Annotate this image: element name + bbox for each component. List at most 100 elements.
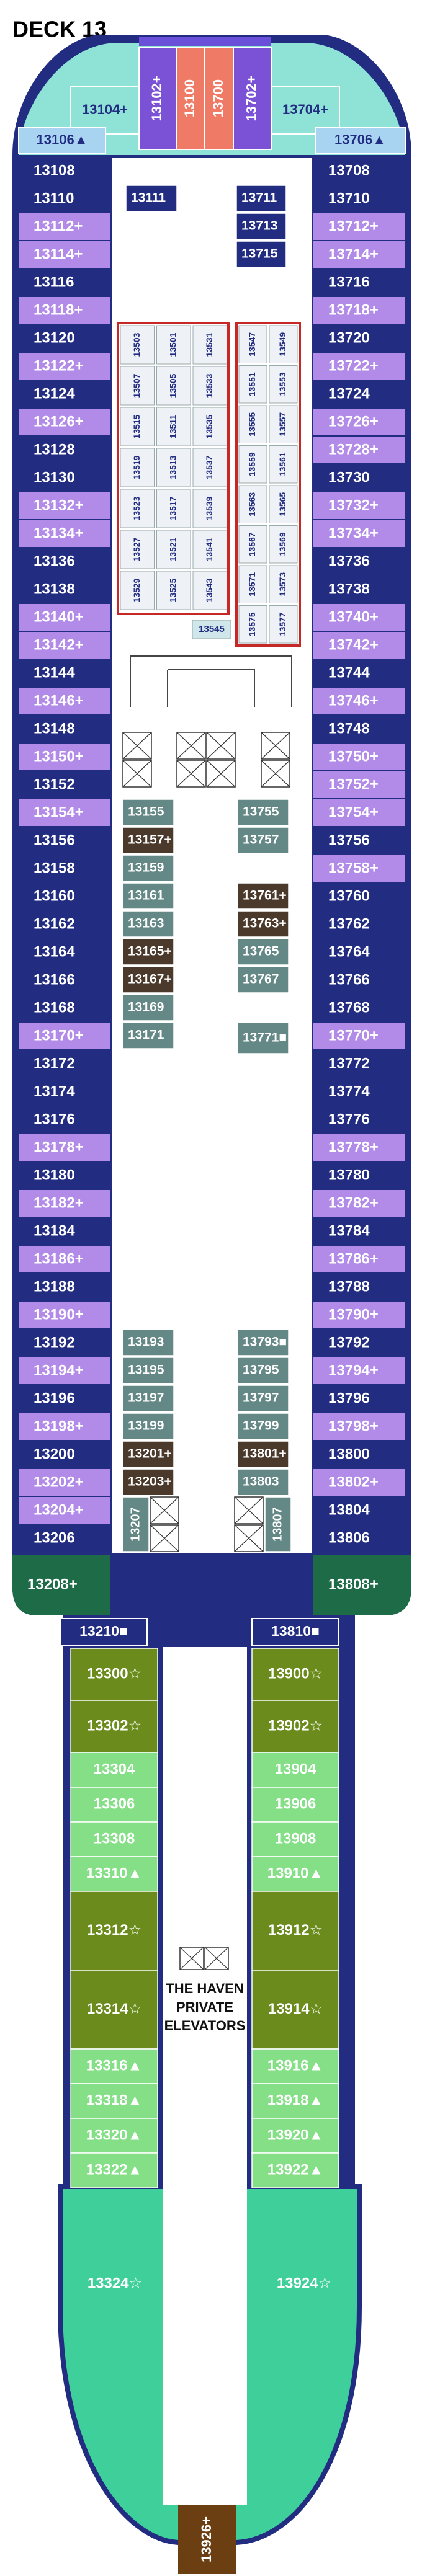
cabin-number: 13782+ bbox=[328, 1194, 379, 1211]
cabin-number: 13774 bbox=[328, 1083, 370, 1099]
cabin-number: 13160 bbox=[34, 887, 75, 904]
cabin bbox=[70, 1648, 158, 1701]
cabin-number: 13208+ bbox=[27, 1576, 78, 1592]
cabin bbox=[313, 381, 405, 407]
cabin-number: 13807 bbox=[271, 1507, 284, 1542]
cabin-number: 13728+ bbox=[328, 441, 379, 458]
cabin bbox=[237, 910, 289, 938]
cabin-number: 13573 bbox=[277, 572, 287, 597]
cabin bbox=[313, 1302, 405, 1328]
cabin-number: 13148 bbox=[34, 720, 75, 737]
cabin bbox=[19, 492, 110, 519]
cabin-number: 13732+ bbox=[328, 497, 379, 513]
haven-corridor bbox=[163, 1647, 247, 2505]
cabin bbox=[313, 744, 405, 770]
cabin-number: 13734+ bbox=[328, 525, 379, 541]
cabin-number: 13511 bbox=[168, 415, 177, 438]
cabin-number: 13159 bbox=[128, 861, 164, 875]
cabin bbox=[313, 660, 405, 686]
cabin-number: 13567 bbox=[247, 532, 257, 556]
bow-cabin bbox=[138, 47, 177, 150]
cabin-number: 13306 bbox=[94, 1795, 135, 1812]
small-cabin bbox=[156, 530, 191, 569]
cabin-number: 13746+ bbox=[328, 692, 379, 709]
cabin bbox=[313, 1555, 411, 1615]
small-cabin bbox=[120, 407, 155, 446]
cabin-number: 13730 bbox=[328, 469, 370, 486]
cabin-number: 13196 bbox=[34, 1390, 75, 1406]
cabin-number: 13764 bbox=[328, 943, 370, 960]
cabin-number: 13190+ bbox=[34, 1306, 84, 1323]
cabin bbox=[313, 1023, 405, 1049]
cabin-number: 13155 bbox=[128, 805, 164, 819]
small-cabin bbox=[192, 489, 227, 528]
cabin bbox=[70, 1752, 158, 1788]
cabin bbox=[313, 185, 405, 212]
cabin-number: 13531 bbox=[204, 332, 214, 357]
cabin-number: 13505 bbox=[168, 373, 177, 398]
cabin-number: 13158 bbox=[34, 859, 75, 876]
cabin bbox=[237, 1441, 289, 1468]
cabin-number: 13186+ bbox=[34, 1250, 84, 1267]
cabin-number: 13715 bbox=[241, 247, 278, 261]
cabin-number: 13912☆ bbox=[268, 1922, 323, 1939]
cabin-number: 13772 bbox=[328, 1055, 370, 1072]
cabin-number: 13718+ bbox=[328, 301, 379, 318]
cabin-number: 13200 bbox=[34, 1446, 75, 1462]
cabin-number: 13197 bbox=[128, 1391, 164, 1405]
cabin-number: 13120 bbox=[34, 329, 75, 346]
cabin-number: 13800 bbox=[328, 1446, 370, 1462]
cabin-number: 13176 bbox=[34, 1111, 75, 1127]
cabin-number: 13796 bbox=[328, 1390, 370, 1406]
cabin bbox=[122, 966, 174, 993]
cabin bbox=[237, 1329, 289, 1356]
cabin bbox=[19, 1525, 110, 1552]
cabin-number: 13126+ bbox=[34, 413, 84, 430]
small-cabin bbox=[192, 407, 227, 446]
cabin bbox=[19, 464, 110, 491]
cabin-number: 13104+ bbox=[82, 102, 128, 117]
cabin bbox=[313, 827, 405, 854]
cabin-number: 13920▲ bbox=[267, 2126, 324, 2143]
cabin-number: 13908 bbox=[275, 1830, 316, 1847]
elevator-label: ELEVATORS bbox=[164, 2018, 246, 2033]
cabin bbox=[313, 1078, 405, 1105]
cabin-number: 13130 bbox=[34, 469, 75, 486]
cabin-number: 13804 bbox=[328, 1501, 370, 1518]
cabin-number: 13750+ bbox=[328, 748, 379, 765]
cabin bbox=[19, 967, 110, 993]
cabin-number: 13108 bbox=[34, 162, 75, 179]
cabin-number: 13110 bbox=[34, 190, 74, 207]
cabin bbox=[313, 604, 405, 631]
small-cabin bbox=[269, 365, 298, 404]
cabin-number: 13768 bbox=[328, 999, 370, 1016]
cabin-number: 13744 bbox=[328, 664, 370, 681]
cabin-number: 13207 bbox=[128, 1507, 142, 1542]
cabin bbox=[313, 548, 405, 575]
cabin-number: 13914☆ bbox=[268, 2001, 323, 2017]
cabin bbox=[251, 1618, 339, 1646]
cabin-number: 13106▲ bbox=[37, 131, 88, 147]
bow-cabin bbox=[271, 86, 340, 135]
cabin-number: 13199 bbox=[128, 1419, 164, 1433]
cabin bbox=[70, 1891, 158, 1971]
cabin-number: 13184 bbox=[34, 1222, 75, 1239]
cabin bbox=[237, 966, 289, 993]
cabin-number: 13152 bbox=[34, 776, 75, 793]
elevator-cross bbox=[204, 1947, 229, 1970]
cabin bbox=[70, 1700, 158, 1753]
cabin-number: 13778+ bbox=[328, 1139, 379, 1155]
cabin-number: 13156 bbox=[34, 832, 75, 848]
cabin-number: 13124 bbox=[34, 385, 75, 402]
cabin bbox=[19, 1023, 110, 1049]
cabin bbox=[178, 2505, 236, 2574]
cabin-number: 13501 bbox=[168, 332, 177, 357]
cabin-number: 13188 bbox=[34, 1278, 75, 1295]
cabin-number: 13713 bbox=[241, 219, 277, 233]
cabin bbox=[19, 1246, 110, 1272]
small-cabin bbox=[156, 571, 191, 610]
elevator-cross bbox=[234, 1524, 264, 1552]
cabin-number: 13163 bbox=[128, 917, 164, 931]
cabin bbox=[313, 213, 405, 240]
cabin-number: 13503 bbox=[132, 332, 141, 357]
